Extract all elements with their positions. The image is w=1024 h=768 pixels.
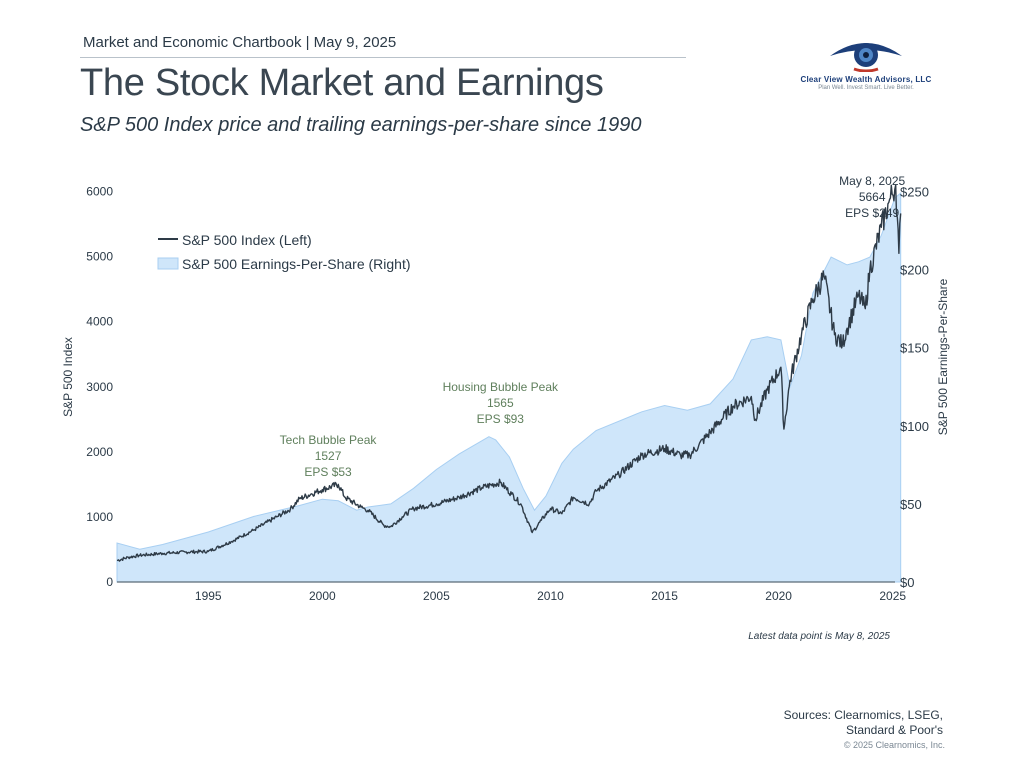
x-tick-label: 2020 <box>765 589 792 603</box>
annotation-text: May 8, 2025 <box>839 174 905 188</box>
x-tick-label: 2010 <box>537 589 564 603</box>
sources-text: Sources: Clearnomics, LSEG, Standard & P… <box>700 708 943 738</box>
logo-tagline: Plan Well. Invest Smart. Live Better. <box>818 85 914 91</box>
eye-icon <box>830 43 902 72</box>
legend-label-eps: S&P 500 Earnings-Per-Share (Right) <box>182 256 411 272</box>
x-tick-label: 2015 <box>651 589 678 603</box>
chartbook-header: Market and Economic Chartbook | May 9, 2… <box>83 34 397 51</box>
right-y-tick-label: $50 <box>900 497 922 512</box>
right-y-tick-label: $100 <box>900 419 929 434</box>
page-title: The Stock Market and Earnings <box>80 62 604 104</box>
left-axis-title: S&P 500 Index <box>61 337 75 417</box>
right-y-tick-label: $200 <box>900 263 929 278</box>
sources-line-2: Standard & Poor's <box>845 723 943 737</box>
sp500-index-line <box>116 184 902 562</box>
eps-area-layer <box>116 192 902 583</box>
right-y-tick-label: $250 <box>900 185 929 200</box>
annotation-text: 5664 <box>859 190 886 204</box>
x-tick-label: 2005 <box>423 589 450 603</box>
left-y-tick-label: 2000 <box>86 445 113 459</box>
right-y-tick-label: $150 <box>900 341 929 356</box>
left-y-tick-label: 0 <box>106 575 113 589</box>
index-line-layer <box>116 184 902 562</box>
left-y-tick-label: 4000 <box>86 315 113 329</box>
legend-swatch-eps <box>157 257 179 270</box>
eps-area <box>116 192 902 583</box>
left-y-tick-label: 3000 <box>86 380 113 394</box>
annotation-text: EPS $53 <box>304 465 352 479</box>
chart-legend: S&P 500 Index (Left) S&P 500 Earnings-Per… <box>157 232 411 272</box>
sources-line-1: Sources: Clearnomics, LSEG, <box>783 708 943 722</box>
copyright-text: © 2025 Clearnomics, Inc. <box>843 740 945 750</box>
right-y-tick-label: $0 <box>900 575 914 590</box>
annotation-text: Tech Bubble Peak <box>280 433 378 447</box>
company-logo: Clear View Wealth Advisors, LLC Plan Wel… <box>776 38 956 98</box>
x-tick-label: 2025 <box>879 589 906 603</box>
page-subtitle: S&P 500 Index price and trailing earning… <box>80 114 642 136</box>
annotation-text: EPS $93 <box>477 412 525 426</box>
annotation-text: 1565 <box>487 396 514 410</box>
axes-layer: 0 1000 2000 3000 4000 5000 6000 $0 $50 $100 $150 $2… <box>61 185 950 603</box>
annotation-text: 1527 <box>315 449 342 463</box>
annotations-layer: Tech Bubble Peak 1527 EPS $53 Housing Bubbl… <box>280 174 906 479</box>
annotation-text: EPS $249 <box>845 206 899 220</box>
left-y-tick-label: 6000 <box>86 185 113 199</box>
right-axis-title: S&P 500 Earnings-Per-Share <box>936 278 950 435</box>
annotation-text: Housing Bubble Peak <box>443 380 559 394</box>
x-tick-label: 1995 <box>195 589 222 603</box>
x-tick-label: 2000 <box>309 589 336 603</box>
left-y-tick-label: 1000 <box>86 510 113 524</box>
logo-name: Clear View Wealth Advisors, LLC <box>800 75 932 84</box>
legend-label-index: S&P 500 Index (Left) <box>182 232 312 248</box>
latest-data-note: Latest data point is May 8, 2025 <box>748 631 890 642</box>
left-y-tick-label: 5000 <box>86 250 113 264</box>
header-divider <box>80 57 686 58</box>
